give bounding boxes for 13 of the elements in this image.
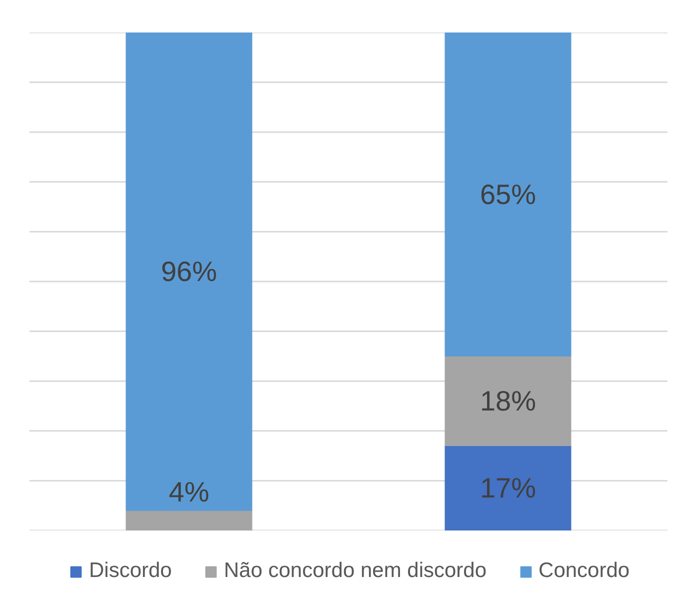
bar [444, 32, 572, 356]
data-label: 65% [480, 178, 536, 210]
data-label: 17% [480, 472, 536, 504]
data-label: 96% [160, 256, 218, 288]
bar [126, 510, 252, 530]
legend-label: Concordo [538, 559, 630, 583]
legend-label: Discordo [89, 559, 172, 583]
bar [444, 356, 572, 446]
bar [444, 446, 572, 530]
data-label: 4% [168, 476, 210, 508]
bar [126, 32, 252, 511]
legend-label: Não concordo nem discordo [224, 559, 487, 583]
data-label: 18% [480, 386, 536, 417]
